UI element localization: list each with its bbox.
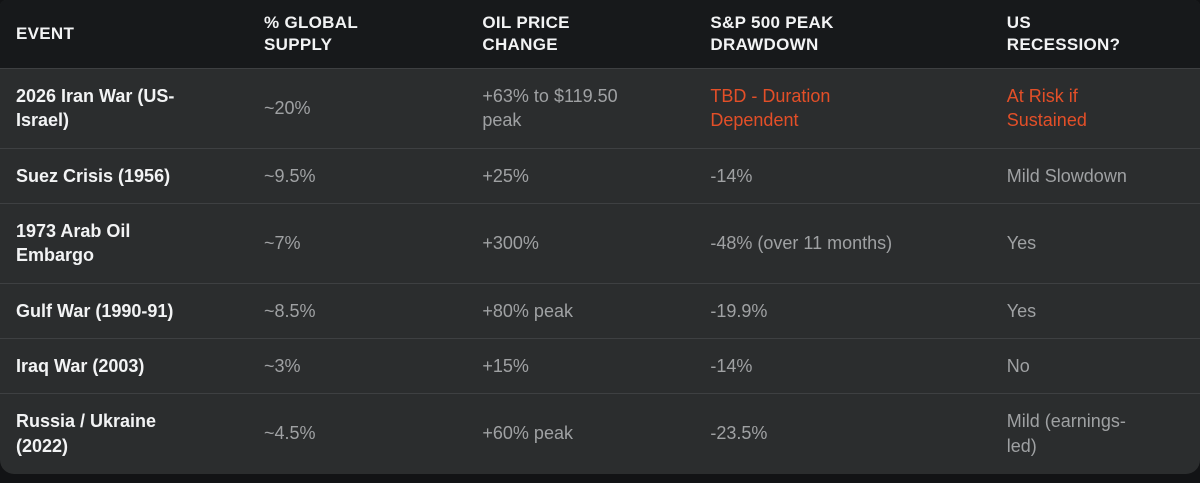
- oil-price-change-cell: +300%: [482, 203, 711, 284]
- column-header-oil-price-change: OIL PRICE CHANGE: [482, 0, 711, 69]
- event-cell: 2026 Iran War (US- Israel): [0, 68, 264, 149]
- event-cell: Russia / Ukraine (2022): [0, 393, 264, 473]
- table-row: Gulf War (1990-91) ~8.5% +80% peak -19.9…: [0, 282, 1200, 339]
- column-header-event: EVENT: [0, 0, 264, 69]
- us-recession-cell: No: [1006, 337, 1200, 394]
- event-cell: Suez Crisis (1956): [0, 147, 264, 204]
- table-row: 2026 Iran War (US- Israel) ~20% +63% to …: [0, 68, 1200, 149]
- global-supply-cell: ~7%: [264, 203, 483, 284]
- table-row: 1973 Arab Oil Embargo ~7% +300% -48% (ov…: [0, 203, 1200, 284]
- table-header: EVENT % GLOBAL SUPPLY OIL PRICE CHANGE S…: [0, 0, 1200, 69]
- global-supply-cell: ~9.5%: [264, 147, 483, 204]
- oil-price-change-cell: +63% to $119.50 peak: [482, 68, 711, 149]
- oil-price-change-cell: +25%: [482, 147, 711, 204]
- header-row: EVENT % GLOBAL SUPPLY OIL PRICE CHANGE S…: [0, 0, 1200, 69]
- us-recession-cell: Mild (earnings- led): [1006, 393, 1200, 473]
- table-row: Iraq War (2003) ~3% +15% -14% No: [0, 337, 1200, 394]
- sp500-drawdown-cell: -14%: [710, 147, 1007, 204]
- column-header-us-recession: US RECESSION?: [1006, 0, 1200, 69]
- table-row: Russia / Ukraine (2022) ~4.5% +60% peak …: [0, 393, 1200, 473]
- global-supply-cell: ~20%: [264, 68, 483, 149]
- oil-price-change-cell: +15%: [482, 337, 711, 394]
- global-supply-cell: ~3%: [264, 337, 483, 394]
- global-supply-cell: ~8.5%: [264, 282, 483, 339]
- sp500-drawdown-cell: -48% (over 11 months): [710, 203, 1007, 284]
- sp500-drawdown-cell: -14%: [710, 337, 1007, 394]
- sp500-drawdown-cell: TBD - Duration Dependent: [710, 68, 1007, 149]
- oil-price-change-cell: +80% peak: [482, 282, 711, 339]
- us-recession-cell: Yes: [1006, 203, 1200, 284]
- event-cell: Gulf War (1990-91): [0, 282, 264, 339]
- event-cell: 1973 Arab Oil Embargo: [0, 203, 264, 284]
- table-body: 2026 Iran War (US- Israel) ~20% +63% to …: [0, 68, 1200, 473]
- events-table: EVENT % GLOBAL SUPPLY OIL PRICE CHANGE S…: [0, 0, 1200, 473]
- table-row: Suez Crisis (1956) ~9.5% +25% -14% Mild …: [0, 147, 1200, 204]
- us-recession-cell: At Risk if Sustained: [1006, 68, 1200, 149]
- column-header-sp500-drawdown: S&P 500 PEAK DRAWDOWN: [710, 0, 1007, 69]
- column-header-global-supply: % GLOBAL SUPPLY: [264, 0, 483, 69]
- global-supply-cell: ~4.5%: [264, 393, 483, 473]
- us-recession-cell: Mild Slowdown: [1006, 147, 1200, 204]
- us-recession-cell: Yes: [1006, 282, 1200, 339]
- sp500-drawdown-cell: -19.9%: [710, 282, 1007, 339]
- sp500-drawdown-cell: -23.5%: [710, 393, 1007, 473]
- event-cell: Iraq War (2003): [0, 337, 264, 394]
- oil-price-change-cell: +60% peak: [482, 393, 711, 473]
